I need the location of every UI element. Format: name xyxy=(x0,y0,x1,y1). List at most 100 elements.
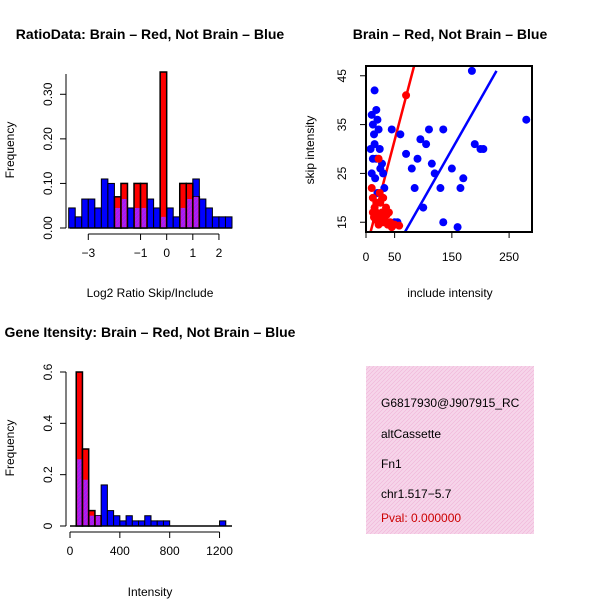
intensity-hist-ytick-label: 0.2 xyxy=(41,466,55,483)
not-brain-point xyxy=(416,135,425,144)
intensity-hist-overlap-hatch xyxy=(95,515,101,526)
intensity-hist-overlap-hatch xyxy=(77,459,82,526)
ratio-hist-xlabel: Log2 Ratio Skip/Include xyxy=(87,286,214,300)
intensity-hist-ytick-label: 0 xyxy=(41,522,55,529)
not-brain-point xyxy=(424,125,433,134)
not-brain-point xyxy=(407,164,416,173)
ratio-hist-overlap-hatch xyxy=(187,199,192,228)
intensity-hist-bars xyxy=(75,371,227,527)
scatter-xtick-label: 250 xyxy=(499,250,519,264)
ratio-hist-not-brain-bar xyxy=(218,216,226,229)
intensity-hist-xtick-label: 1200 xyxy=(206,544,233,558)
not-brain-point xyxy=(422,140,431,149)
ratio-hist-ytick-label: 0.00 xyxy=(41,216,55,240)
intensity-hist-ylabel: Frequency xyxy=(3,420,17,477)
ratio-hist-not-brain-bar xyxy=(100,178,109,229)
intensity-hist-ytick-label: 0.4 xyxy=(41,415,55,432)
intensity-hist-not-brain-bar xyxy=(162,520,171,527)
not-brain-point xyxy=(436,184,445,193)
intensity-hist-xtick-label: 400 xyxy=(110,544,130,558)
not-brain-point xyxy=(427,159,436,168)
intensity-hist-y-axis: 0 0.2 0.4 0.6 xyxy=(41,363,67,529)
ratio-hist-xtick-label: 1 xyxy=(189,246,196,260)
not-brain-point xyxy=(372,105,381,114)
not-brain-point xyxy=(467,66,476,75)
ratio-hist-overlap-hatch xyxy=(193,196,199,228)
intensity-hist-overlap-hatch xyxy=(89,515,94,526)
not-brain-point xyxy=(396,130,405,139)
not-brain-point xyxy=(374,125,383,134)
p-value: Pval: 0.000000 xyxy=(381,511,461,525)
ratio-hist-not-brain-bar xyxy=(198,198,207,229)
ratio-hist-brain-bar xyxy=(159,71,168,229)
intensity-hist-x-axis: 0 400 800 1200 xyxy=(67,531,233,558)
intensity-hist-xtick-label: 800 xyxy=(160,544,180,558)
ratio-hist-overlap-hatch xyxy=(180,207,186,228)
ratio-hist-not-brain-bar xyxy=(153,207,161,229)
ratio-hist-not-brain-bar xyxy=(107,182,115,229)
ratio-hist-ytick-label: 0.20 xyxy=(41,127,55,151)
brain-point xyxy=(368,208,377,217)
brain-point xyxy=(379,193,388,202)
intensity-hist-xtick-label: 0 xyxy=(67,544,74,558)
not-brain-point xyxy=(379,169,388,178)
not-brain-point xyxy=(375,145,384,153)
brain-point xyxy=(367,184,376,193)
intensity-hist-not-brain-bar xyxy=(113,515,121,527)
ratio-hist-not-brain-bar xyxy=(94,207,102,229)
probe-id: G6817930@J907915_RC xyxy=(381,396,520,410)
ratio-hist-ylabel: Frequency xyxy=(3,122,17,179)
not-brain-point xyxy=(371,174,380,183)
scatter-ytick-label: 15 xyxy=(335,215,349,229)
intensity-hist-not-brain-bar xyxy=(100,484,108,527)
ratio-hist-title: RatioData: Brain – Red, Not Brain – Blue xyxy=(16,26,285,42)
ratio-hist-ytick-label: 0.10 xyxy=(41,171,55,195)
scatter-ylabel: skip intensity xyxy=(303,116,317,185)
ratio-hist-overlap-hatch xyxy=(161,216,166,228)
ratio-hist-x-axis: −3 −1 0 1 2 xyxy=(81,233,223,260)
ratio-histogram-panel: RatioData: Brain – Red, Not Brain – Blue… xyxy=(3,26,284,300)
ratio-hist-not-brain-bar xyxy=(166,207,174,229)
intensity-hist-overlap-hatch xyxy=(83,479,88,526)
ratio-hist-y-axis: 0.00 0.10 0.20 0.30 xyxy=(41,74,67,240)
not-brain-point xyxy=(373,115,382,124)
ratio-hist-not-brain-bar xyxy=(87,198,96,229)
ratio-hist-not-brain-bar xyxy=(126,207,135,229)
scatter-plot-area xyxy=(366,66,531,232)
not-brain-point xyxy=(479,145,488,153)
not-brain-point xyxy=(522,115,531,124)
not-brain-point xyxy=(439,125,448,134)
scatter-xtick-label: 0 xyxy=(363,250,370,264)
scatter-x-axis: 0 50 150 250 xyxy=(363,232,519,264)
intensity-hist-not-brain-bar xyxy=(219,520,227,527)
not-brain-point xyxy=(413,154,422,163)
scatter-title: Brain – Red, Not Brain – Blue xyxy=(353,26,548,42)
scatter-panel: Brain – Red, Not Brain – Blue 0 50 150 250 … xyxy=(303,26,547,300)
ratio-hist-not-brain-bar xyxy=(74,216,83,229)
ratio-hist-not-brain-bar xyxy=(211,216,220,229)
ratio-hist-not-brain-bar xyxy=(172,216,181,229)
brain-point xyxy=(378,218,387,227)
ratio-hist-overlap-hatch xyxy=(135,207,140,228)
ratio-hist-not-brain-bar xyxy=(68,207,76,229)
info-panel-background xyxy=(366,366,534,534)
ratio-hist-not-brain-bar xyxy=(81,198,89,229)
ratio-hist-overlap-hatch xyxy=(121,199,127,228)
scatter-box xyxy=(365,65,533,233)
not-brain-point xyxy=(410,184,419,193)
intensity-hist-not-brain-bar xyxy=(125,515,133,527)
gene-name: Fn1 xyxy=(381,457,402,471)
ratio-hist-xtick-label: 2 xyxy=(216,246,223,260)
ratio-hist-xtick-label: −1 xyxy=(134,246,148,260)
ratio-hist-overlap-hatch xyxy=(141,207,147,228)
not-brain-point xyxy=(402,149,411,158)
intensity-hist-not-brain-bar xyxy=(131,520,140,527)
ratio-hist-bars xyxy=(68,71,233,229)
scatter-xlabel: include intensity xyxy=(407,286,492,300)
not-brain-point xyxy=(470,140,479,149)
intensity-hist-not-brain-bar xyxy=(144,515,152,527)
event-type: altCassette xyxy=(381,427,441,441)
ratio-hist-xtick-label: 0 xyxy=(163,246,170,260)
ratio-hist-ytick-label: 0.30 xyxy=(41,82,55,106)
